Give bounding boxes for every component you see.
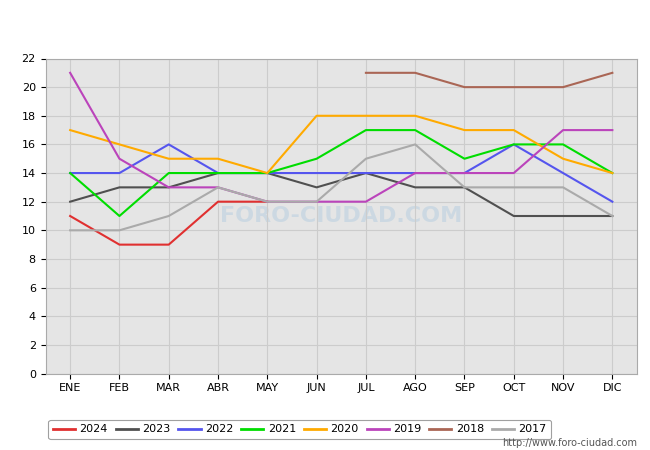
Text: http://www.foro-ciudad.com: http://www.foro-ciudad.com (502, 438, 637, 448)
Text: Afiliados en Valdecuenca a 31/5/2024: Afiliados en Valdecuenca a 31/5/2024 (155, 11, 495, 29)
Text: FORO-CIUDAD.COM: FORO-CIUDAD.COM (220, 206, 462, 226)
Legend: 2024, 2023, 2022, 2021, 2020, 2019, 2018, 2017: 2024, 2023, 2022, 2021, 2020, 2019, 2018… (48, 420, 551, 439)
